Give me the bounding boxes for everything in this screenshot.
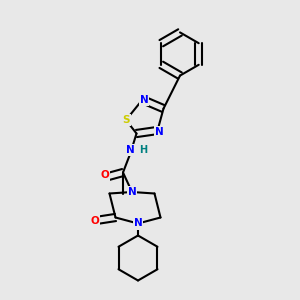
Text: N: N [126,145,135,155]
Text: N: N [134,218,142,229]
Text: N: N [128,187,136,197]
Text: S: S [122,115,130,125]
Text: N: N [140,94,148,105]
Text: N: N [154,127,164,137]
Text: O: O [90,215,99,226]
Text: O: O [100,170,109,181]
Text: H: H [139,145,147,155]
